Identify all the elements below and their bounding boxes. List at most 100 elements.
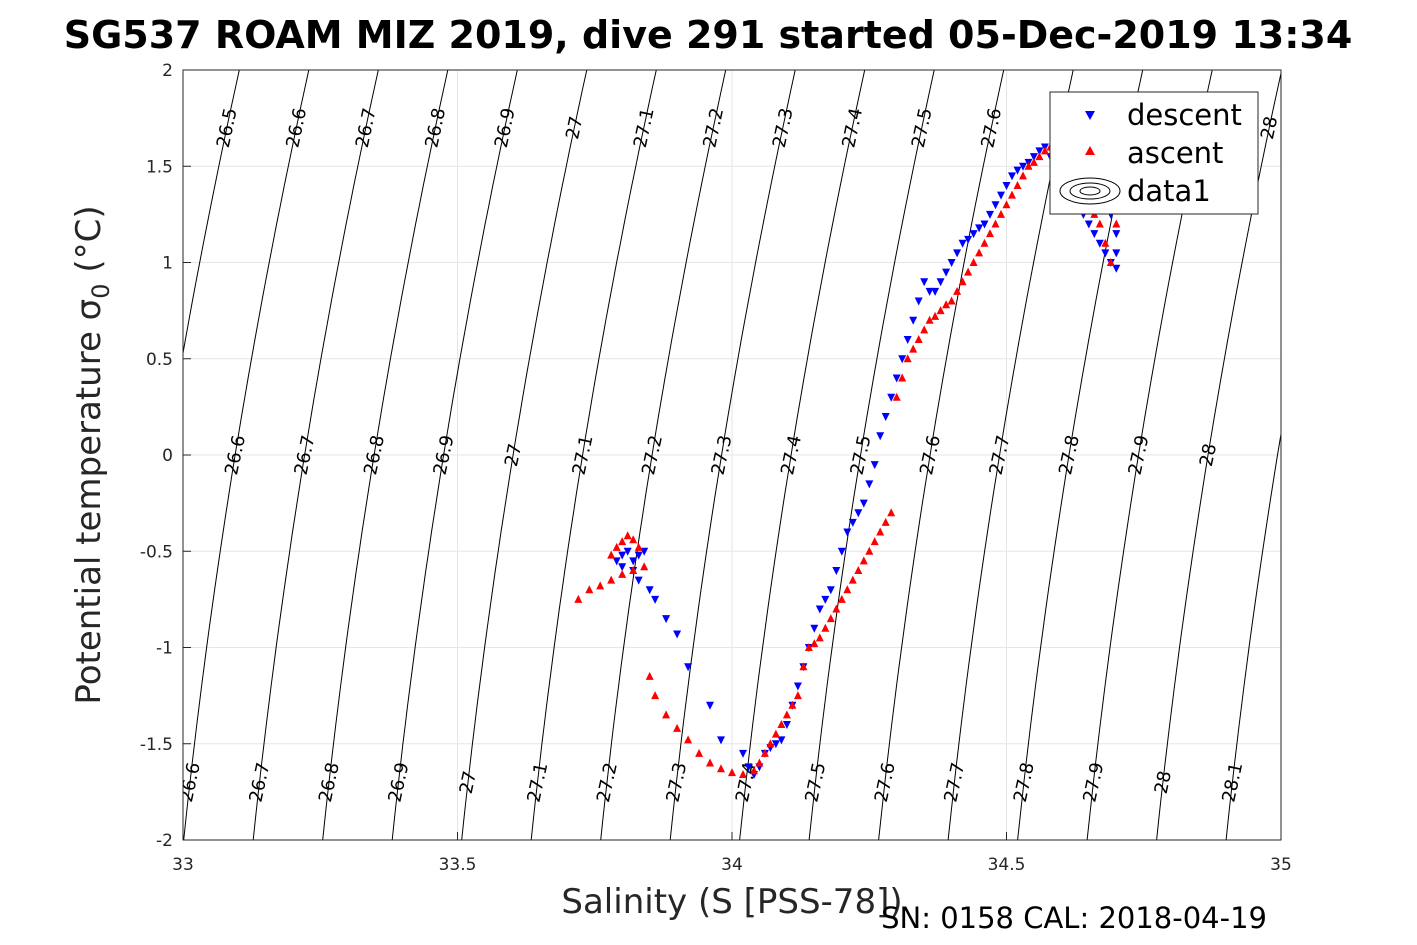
ascent-point [1019, 171, 1027, 180]
ascent-point [771, 729, 780, 738]
y-axis-label-main: Potential temperature σ [69, 299, 109, 705]
descent-point [969, 230, 978, 239]
isopycnal-27.7 [947, 70, 1074, 840]
ascent-point [1112, 219, 1121, 228]
descent-point [920, 278, 929, 287]
ascent-point [618, 569, 627, 578]
x-tick-label: 34 [721, 855, 743, 875]
descent-point [942, 268, 951, 277]
descent-point [623, 547, 632, 556]
descent-point [1090, 230, 1099, 239]
isopycnal-27.1 [530, 70, 657, 840]
descent-point [925, 287, 934, 296]
ascent-points [574, 142, 1121, 778]
isopycnal-27.6 [878, 70, 1005, 840]
descent-point [645, 586, 654, 595]
y-tick-label: 0.5 [146, 350, 173, 370]
descent-point [1112, 249, 1121, 258]
descent-point [777, 736, 786, 745]
ascent-point [821, 623, 830, 632]
ascent-point [848, 575, 857, 584]
x-tick-label: 33.5 [439, 855, 477, 875]
ascent-point [925, 315, 934, 324]
ascent-point [728, 768, 736, 777]
descent-point [1035, 147, 1044, 156]
y-tick-label: 2 [162, 61, 173, 81]
y-axis-ticks: -2 -1.5 -1 -0.5 0 0.5 1 1.5 2 [140, 61, 191, 851]
descent-point [739, 749, 747, 758]
descent-point [793, 682, 802, 691]
ascent-point [1002, 200, 1011, 209]
ascent-point [1040, 146, 1049, 155]
ascent-point [942, 300, 951, 309]
descent-point [975, 224, 984, 233]
descent-point [997, 191, 1005, 200]
ascent-point [810, 639, 819, 648]
descent-point [859, 499, 868, 508]
ascent-point [695, 748, 704, 757]
ascent-point [788, 700, 797, 709]
ascent-point [629, 535, 638, 544]
descent-point [673, 630, 682, 639]
isopycnal-26.8 [322, 70, 449, 840]
ascent-point [574, 594, 583, 603]
ascent-point [876, 527, 885, 536]
isopycnal-26.6 [183, 70, 310, 840]
y-tick-label: -1.5 [140, 735, 173, 755]
ascent-point [804, 643, 813, 651]
descent-point [964, 235, 973, 244]
descent-point [1002, 182, 1011, 190]
isopycnal-label: 27 [501, 442, 526, 469]
descent-point [1029, 153, 1038, 162]
descent-point [936, 278, 945, 287]
descent-point [634, 576, 643, 585]
ascent-point [585, 585, 594, 594]
ascent-point [634, 542, 643, 551]
descent-point [662, 615, 671, 624]
descent-point [903, 336, 912, 344]
y-tick-label: -2 [156, 831, 173, 851]
ascent-point [1008, 190, 1016, 199]
ascent-point [975, 248, 984, 257]
legend-contour-icon [1059, 177, 1121, 205]
ascent-point [717, 764, 725, 773]
legend-ascent-label: ascent [1127, 136, 1223, 170]
ascent-point [980, 238, 989, 247]
isopycnal-label: 27 [562, 115, 587, 142]
x-tick-label: 33 [172, 855, 194, 875]
descent-point [771, 740, 780, 749]
descent-point [1112, 264, 1121, 273]
ascent-point [1024, 161, 1033, 170]
chart-title: SG537 ROAM MIZ 2019, dive 291 started 05… [64, 13, 1353, 57]
ascent-point [958, 277, 967, 286]
ascent-point [859, 556, 868, 565]
descent-point [854, 509, 863, 518]
descent-point [837, 547, 846, 556]
ascent-point [755, 758, 764, 767]
ascent-point [832, 604, 841, 613]
descent-point [629, 557, 638, 566]
ascent-point [947, 296, 956, 305]
y-axis-label-unit: (°C) [69, 205, 109, 283]
descent-point [958, 239, 967, 248]
ascent-point [1013, 181, 1022, 189]
ascent-point [793, 691, 802, 700]
legend-contour-label: data1 [1127, 174, 1211, 208]
descent-point [612, 557, 621, 566]
descent-point [947, 259, 956, 267]
descent-point [618, 551, 627, 560]
legend-box [1049, 91, 1259, 215]
isopycnal-label: 28 [1257, 114, 1282, 141]
legend: descent ascent data1 [1049, 91, 1259, 215]
ascent-point [596, 581, 605, 590]
descent-point [618, 563, 627, 572]
descent-point [634, 551, 643, 560]
descent-point [1101, 249, 1110, 258]
ascent-point [782, 710, 791, 719]
isopycnal-27.5 [808, 70, 935, 840]
legend-descent-marker [1085, 111, 1095, 120]
ascent-point [909, 344, 918, 353]
isopycnal-label: 28 [1151, 769, 1176, 796]
isopycnal-26.5 [183, 70, 240, 357]
